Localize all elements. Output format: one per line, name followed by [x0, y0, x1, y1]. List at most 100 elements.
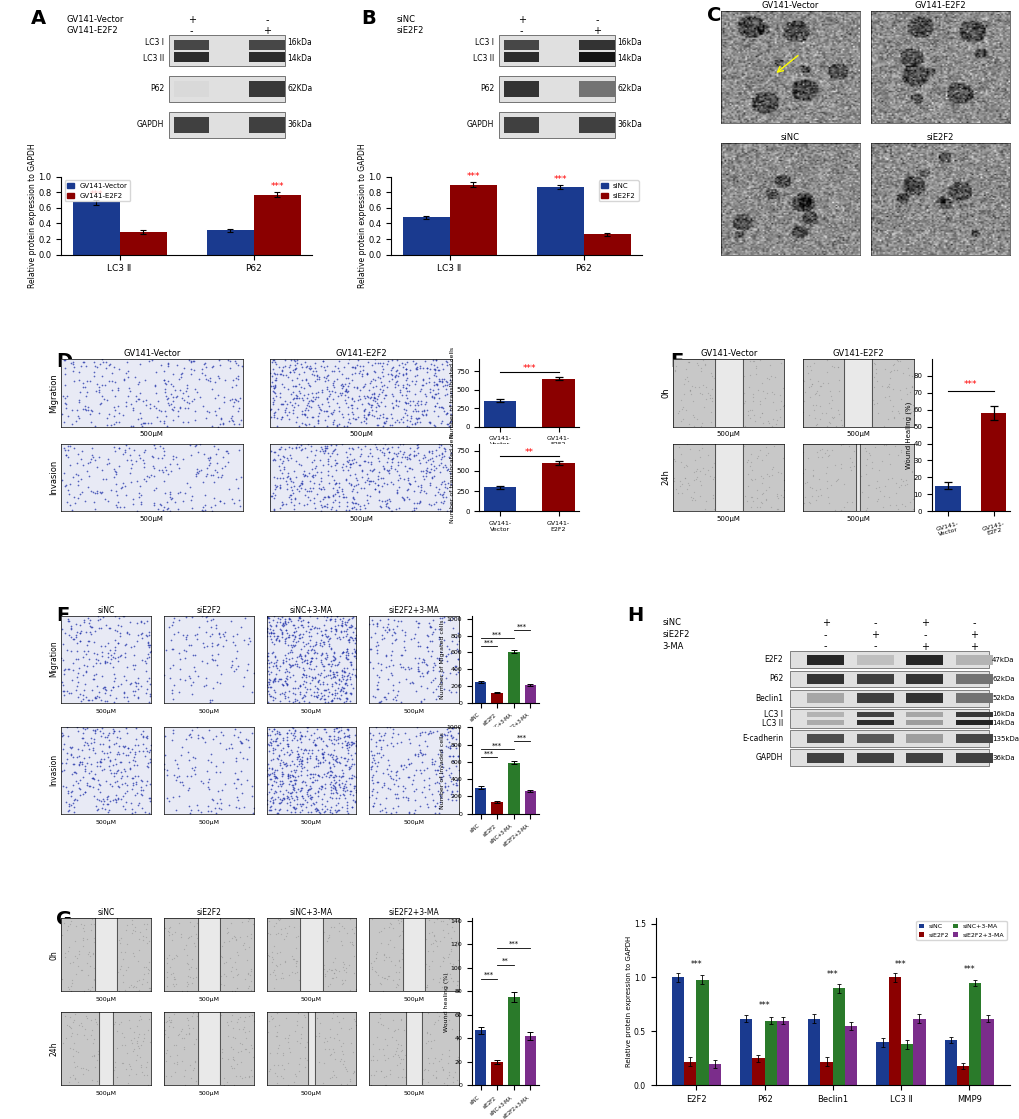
Point: [357, 472, 373, 490]
Point: [336, 728, 353, 746]
Point: [128, 1034, 145, 1052]
Point: [180, 394, 197, 412]
Point: [195, 501, 211, 519]
Point: [820, 394, 837, 412]
Point: [106, 1061, 122, 1079]
Point: [265, 688, 281, 706]
Point: [316, 765, 332, 783]
Point: [341, 618, 358, 636]
Point: [269, 778, 285, 796]
Point: [311, 492, 327, 510]
Point: [258, 620, 274, 638]
Point: [85, 741, 101, 759]
Point: [202, 369, 218, 387]
Point: [299, 655, 315, 673]
Point: [87, 744, 103, 762]
Point: [266, 443, 282, 461]
Point: [116, 685, 132, 703]
Point: [171, 1025, 187, 1043]
Point: [435, 613, 451, 631]
Point: [678, 480, 694, 498]
Point: [344, 405, 361, 423]
Point: [116, 441, 132, 459]
Point: [702, 364, 718, 382]
Point: [340, 721, 357, 739]
Point: [140, 1076, 156, 1094]
Point: [81, 747, 97, 765]
Point: [291, 948, 308, 966]
Point: [210, 468, 226, 486]
Point: [228, 624, 245, 642]
Point: [400, 474, 417, 492]
Point: [339, 689, 356, 707]
Point: [200, 449, 216, 467]
Point: [125, 399, 142, 417]
Point: [101, 372, 117, 389]
Point: [279, 368, 296, 386]
Point: [204, 790, 220, 808]
Point: [67, 932, 84, 950]
Point: [861, 446, 877, 464]
Point: [197, 366, 213, 384]
Point: [359, 448, 375, 466]
Point: [705, 500, 721, 518]
Text: ***: ***: [553, 175, 567, 184]
Point: [266, 443, 282, 461]
Point: [267, 740, 283, 758]
Point: [309, 610, 325, 628]
Point: [323, 444, 339, 462]
Point: [271, 388, 287, 406]
Point: [293, 752, 310, 770]
Point: [323, 685, 339, 703]
Point: [281, 446, 298, 464]
Point: [383, 647, 399, 665]
Point: [181, 726, 198, 744]
Point: [338, 448, 355, 466]
Point: [869, 478, 886, 496]
Point: [339, 744, 356, 762]
Point: [436, 402, 452, 420]
Point: [240, 1043, 257, 1061]
Text: siE2F2: siE2F2: [662, 630, 690, 639]
Point: [223, 1037, 239, 1055]
Point: [322, 652, 338, 670]
Point: [265, 350, 281, 368]
Point: [118, 916, 135, 934]
Point: [385, 444, 401, 462]
Point: [266, 649, 282, 667]
Point: [426, 620, 442, 638]
Point: [182, 801, 199, 819]
Point: [106, 645, 122, 662]
Point: [316, 743, 332, 761]
Point: [354, 461, 370, 479]
Point: [333, 1042, 350, 1060]
Point: [339, 727, 356, 745]
Point: [264, 953, 280, 971]
Point: [301, 481, 317, 499]
Point: [426, 402, 442, 420]
Point: [321, 397, 337, 415]
Point: [418, 679, 434, 697]
Point: [401, 412, 418, 430]
Point: [283, 626, 300, 643]
Point: [424, 623, 440, 641]
Point: [165, 365, 181, 383]
Point: [116, 943, 132, 961]
Point: [770, 407, 787, 425]
Point: [112, 1013, 128, 1031]
Point: [176, 940, 193, 958]
Point: [196, 677, 212, 695]
Point: [390, 471, 407, 489]
Point: [420, 1033, 436, 1051]
Point: [306, 474, 322, 492]
Point: [442, 930, 459, 948]
Point: [900, 438, 916, 455]
Point: [93, 483, 109, 501]
Point: [303, 686, 319, 704]
Point: [340, 760, 357, 778]
Point: [442, 784, 459, 802]
Point: [277, 610, 293, 628]
Point: [126, 441, 143, 459]
Point: [444, 782, 461, 800]
Point: [406, 482, 422, 500]
